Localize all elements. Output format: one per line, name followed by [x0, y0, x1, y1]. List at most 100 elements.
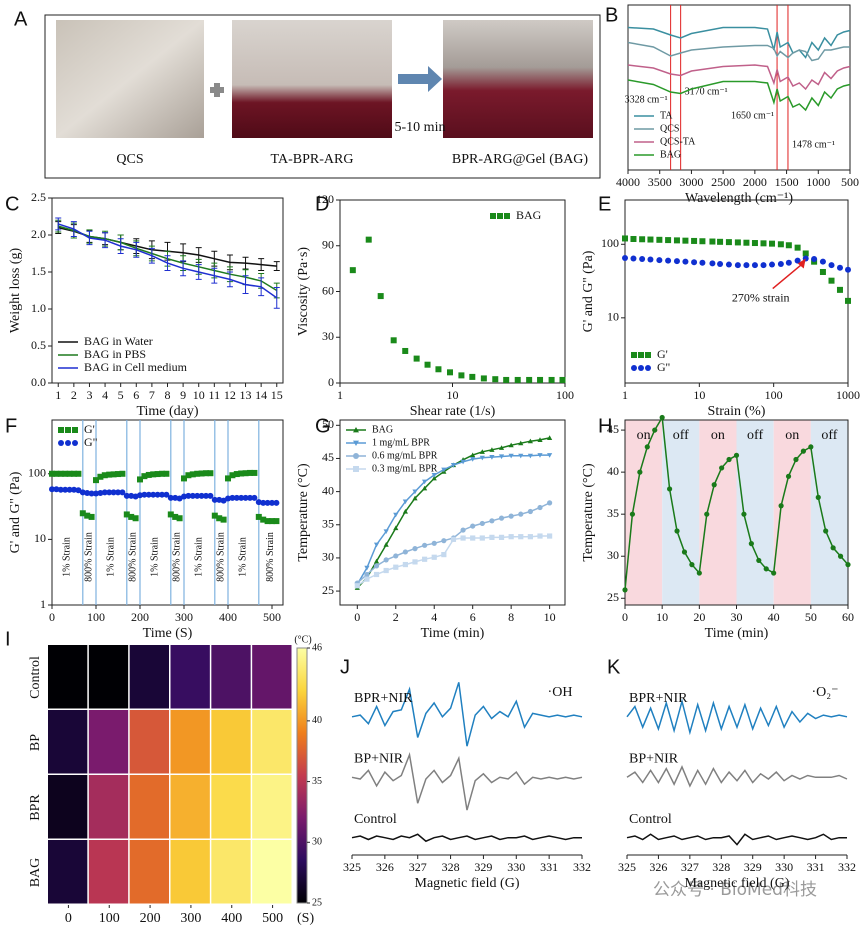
data-point [717, 238, 724, 245]
data-point [207, 470, 214, 477]
data-point [247, 494, 253, 501]
data-point [743, 239, 750, 246]
legend-swatch [631, 352, 637, 358]
error-bar [117, 238, 124, 254]
data-point [460, 535, 466, 541]
data-point [373, 571, 380, 578]
data-point [225, 495, 231, 502]
x-axis-label: (S) [297, 911, 314, 926]
data-point [141, 473, 148, 480]
data-point [106, 489, 113, 496]
photo-frame [44, 14, 601, 179]
colorbar-label: (°C) [294, 634, 311, 645]
data-point [119, 489, 126, 496]
data-point [441, 552, 447, 558]
data-point [269, 518, 275, 525]
data-point [734, 239, 741, 246]
colorbar-tick-label: 46 [312, 642, 322, 653]
legend-swatch [72, 440, 78, 446]
data-point [629, 511, 636, 517]
error-bar [180, 260, 187, 277]
legend-label: QCS [660, 123, 679, 134]
data-point [469, 373, 476, 380]
data-point [435, 366, 442, 373]
data-point [364, 576, 370, 582]
data-point [508, 513, 514, 519]
x-tick-label: 100 [99, 911, 120, 926]
data-point [479, 520, 485, 527]
data-point [470, 452, 476, 458]
data-point [492, 376, 499, 383]
data-point [251, 494, 258, 501]
data-point [446, 369, 453, 376]
legend-swatch [638, 365, 644, 371]
x-tick-label: 329 [474, 860, 492, 874]
data-point [470, 457, 476, 462]
x-tick-label: 50 [805, 610, 817, 624]
x-tick-label: 10 [693, 388, 705, 402]
data-point [828, 262, 835, 269]
band [810, 420, 848, 605]
error-bar [133, 241, 140, 258]
series-label: BPR+NIR [629, 691, 688, 706]
legend-swatch [645, 352, 651, 358]
y-axis-label: Viscosity (Pa·s) [296, 247, 311, 336]
x-tick-label: 9 [180, 388, 186, 402]
data-point [393, 525, 399, 531]
x-tick-label: 10 [193, 388, 205, 402]
data-point [689, 562, 695, 568]
x-tick-label: 0 [354, 610, 360, 624]
data-point [412, 559, 418, 565]
data-point [101, 489, 108, 496]
data-point [830, 545, 836, 551]
error-bar [102, 232, 109, 249]
data-point [211, 496, 218, 503]
data-point [785, 473, 792, 479]
data-point [691, 237, 698, 244]
data-point [383, 557, 389, 563]
interval-label: 800% Strain [265, 532, 276, 582]
data-point [373, 542, 380, 548]
series-line [626, 698, 848, 736]
y-tick-label: 30 [607, 548, 619, 562]
heat-cell [211, 775, 251, 839]
data-point [819, 258, 826, 265]
data-point [793, 456, 799, 463]
data-point [123, 511, 130, 518]
error-bar [273, 261, 280, 272]
interval-label: 1% Strain [194, 537, 205, 577]
data-point [777, 260, 784, 267]
y-tick-label: 10 [607, 310, 619, 324]
heat-cell [129, 645, 169, 709]
data-point [365, 236, 372, 243]
data-point [207, 492, 214, 499]
x-tick-label: 60 [842, 610, 854, 624]
data-point [725, 239, 732, 246]
x-tick-label: 0 [622, 610, 628, 624]
heat-cell [170, 710, 210, 774]
data-point [172, 494, 179, 501]
heat-cell [211, 710, 251, 774]
data-point [137, 476, 143, 483]
data-point [489, 518, 495, 524]
x-axis-label: Time (min) [421, 626, 485, 641]
legend-swatch [504, 213, 510, 219]
x-tick-label: 8 [165, 388, 171, 402]
data-point [260, 516, 267, 523]
x-tick-label: 3000 [679, 175, 703, 189]
data-point [656, 257, 663, 264]
data-point [354, 583, 360, 589]
data-point [748, 541, 754, 547]
x-tick-label: 2 [71, 388, 77, 402]
panel-letter: D [315, 193, 329, 215]
row-label: Control [28, 656, 43, 699]
data-point [778, 503, 784, 509]
x-tick-label: 300 [180, 911, 201, 926]
x-tick-label: 5 [118, 388, 124, 402]
data-point [508, 534, 514, 540]
error-bar [86, 230, 93, 246]
data-point [79, 489, 86, 496]
y-tick-label: 1.5 [31, 264, 46, 278]
data-point [458, 372, 465, 379]
data-point [527, 453, 533, 459]
